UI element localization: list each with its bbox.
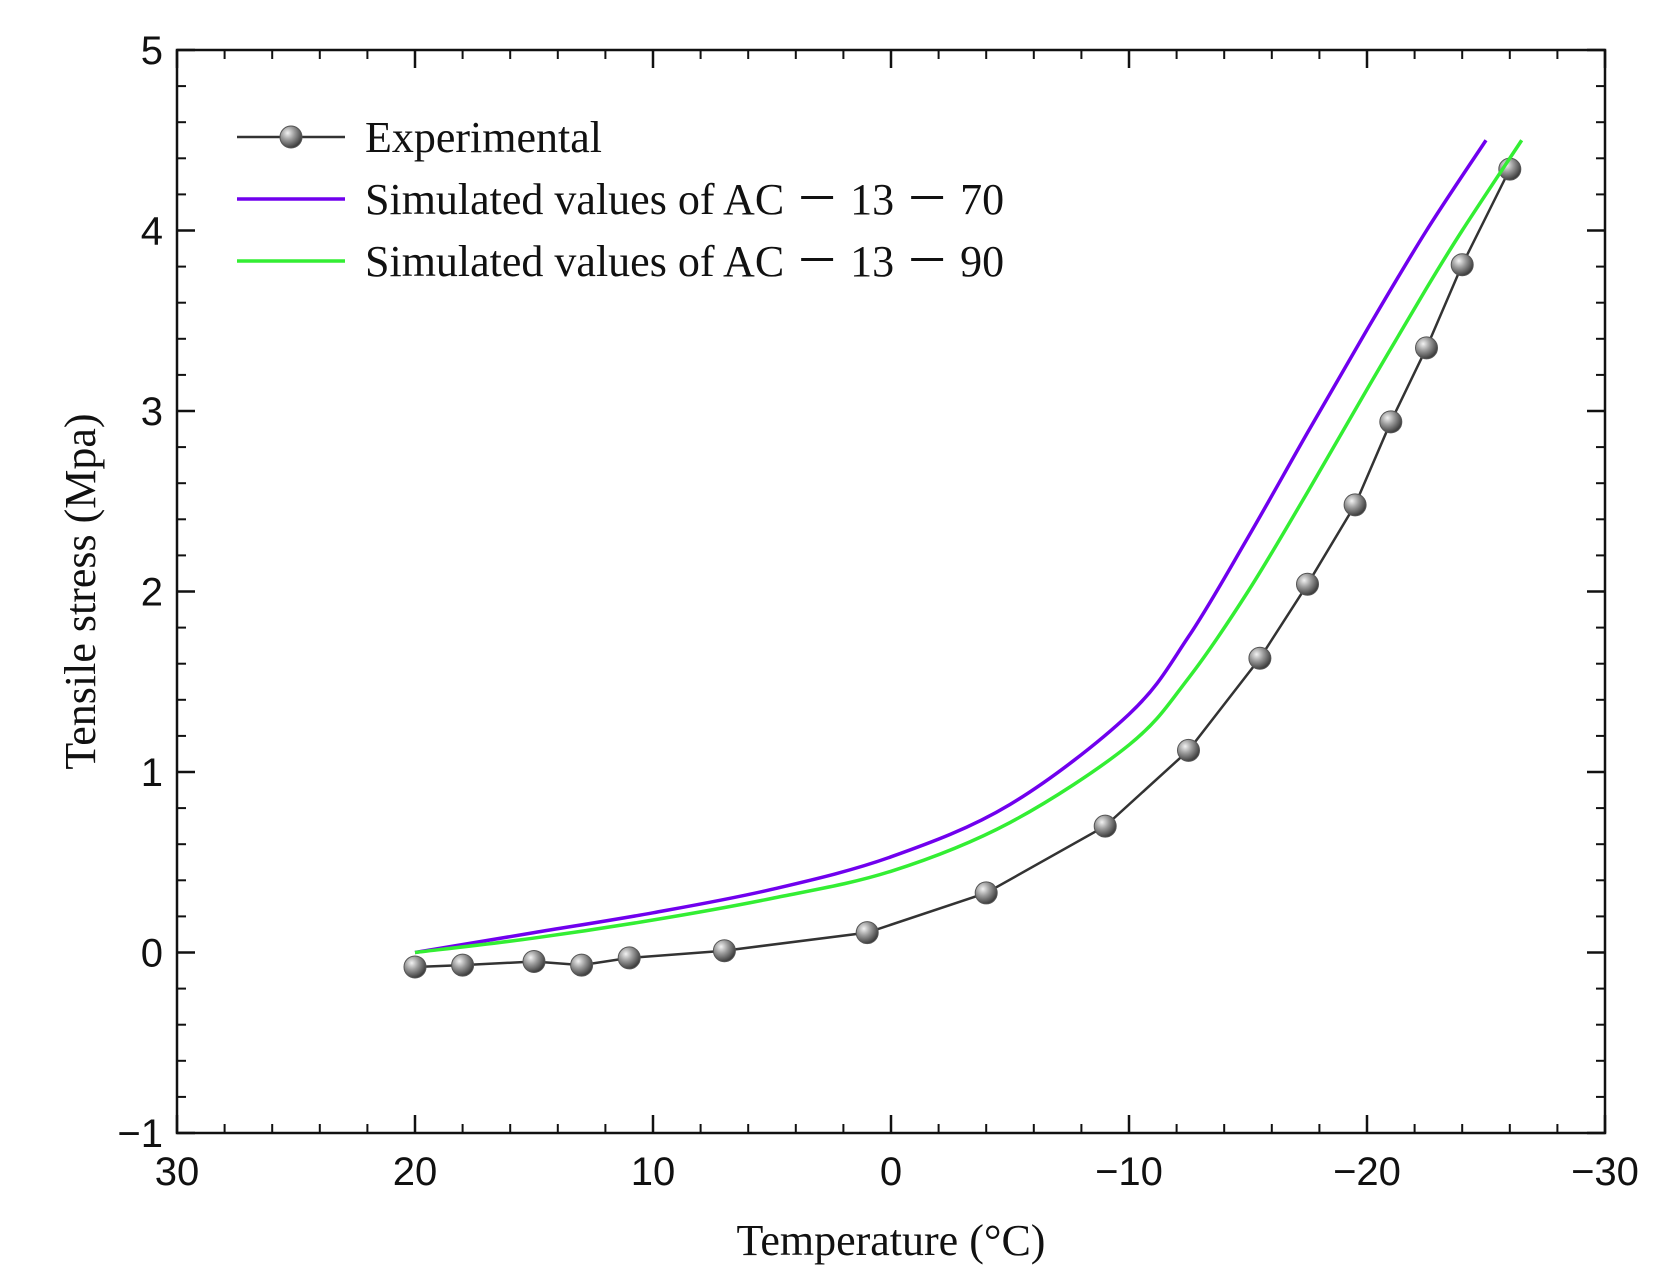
y-tick-label: 2 xyxy=(141,571,163,615)
legend: Experimental Simulated values of AC － 13 … xyxy=(237,113,1004,286)
series-line-experimental xyxy=(414,168,1511,969)
y-tick-label: 4 xyxy=(141,210,163,254)
legend-label: Simulated values of AC － 13 － 90 xyxy=(365,237,1004,286)
series-layer xyxy=(403,139,1524,979)
data-point-experimental xyxy=(617,946,641,970)
data-point-experimental xyxy=(1415,336,1438,360)
y-tick-label: 1 xyxy=(141,751,163,795)
x-tick-label: 20 xyxy=(393,1150,438,1194)
data-point-experimental xyxy=(451,953,475,977)
legend-label: Simulated values of AC － 13 － 70 xyxy=(365,175,1004,224)
x-tick-label: 30 xyxy=(155,1150,200,1194)
data-point-experimental xyxy=(403,955,427,979)
data-point-experimental xyxy=(712,939,736,963)
x-tick-label: −20 xyxy=(1333,1150,1401,1194)
x-tick-label: 0 xyxy=(880,1150,902,1194)
data-point-experimental xyxy=(570,953,594,977)
x-axis-label: Temperature (°C) xyxy=(737,1216,1046,1265)
series-line-simulated-2 xyxy=(414,139,1524,955)
data-point-experimental xyxy=(1093,814,1117,838)
x-tick-label: −10 xyxy=(1095,1150,1163,1194)
data-point-experimental xyxy=(855,921,879,945)
legend-label: Experimental xyxy=(365,113,602,162)
y-tick-label: 3 xyxy=(141,390,163,434)
y-tick-label: −1 xyxy=(117,1112,163,1156)
x-tick-label: −30 xyxy=(1571,1150,1639,1194)
y-tick-label: 5 xyxy=(141,29,163,73)
data-point-experimental xyxy=(522,950,546,974)
y-tick-label: 0 xyxy=(141,932,163,976)
y-axis-label: Tensile stress (Mpa) xyxy=(56,413,105,769)
data-point-experimental xyxy=(1379,410,1403,434)
data-point-experimental xyxy=(1450,253,1474,277)
data-point-experimental xyxy=(974,881,998,905)
x-tick-label: 10 xyxy=(631,1150,676,1194)
series-line-simulated-1 xyxy=(414,139,1488,955)
legend-marker-experimental xyxy=(279,125,303,149)
data-point-experimental xyxy=(1343,493,1367,517)
data-point-experimental xyxy=(1248,646,1272,670)
data-point-experimental xyxy=(1296,572,1319,596)
data-point-experimental xyxy=(1177,738,1200,762)
